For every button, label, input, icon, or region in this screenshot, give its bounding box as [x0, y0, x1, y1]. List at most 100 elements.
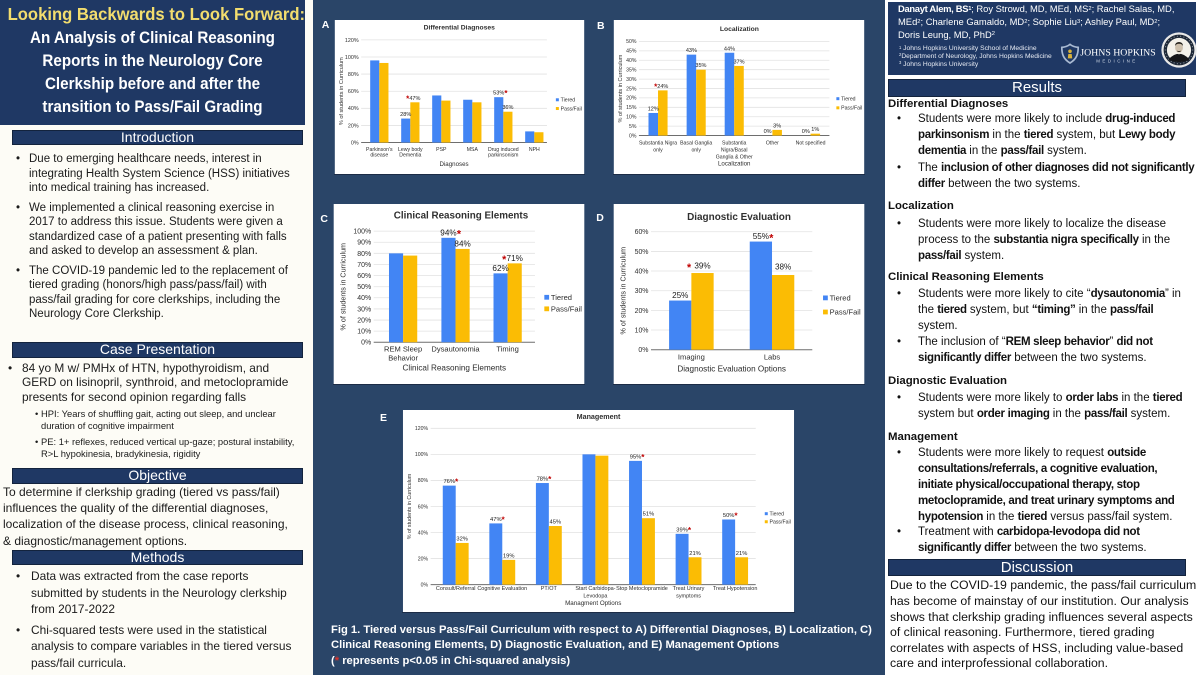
- svg-text:Tiered: Tiered: [841, 96, 856, 102]
- svg-text:disease: disease: [370, 153, 388, 159]
- svg-text:28%: 28%: [400, 112, 411, 118]
- svg-text:Tiered: Tiered: [770, 511, 785, 517]
- svg-text:Consult/Referral: Consult/Referral: [436, 586, 476, 592]
- svg-text:Diagnostic Evaluation: Diagnostic Evaluation: [687, 212, 791, 223]
- svg-text:50%: 50%: [723, 513, 735, 519]
- svg-text:40%: 40%: [348, 106, 359, 112]
- svg-text:% of students in Curriculum: % of students in Curriculum: [620, 247, 628, 335]
- svg-text:21%: 21%: [689, 551, 701, 557]
- svg-text:% of students in Curriculum: % of students in Curriculum: [340, 243, 348, 331]
- svg-text:55%: 55%: [753, 232, 769, 241]
- svg-text:70%: 70%: [357, 262, 371, 269]
- svg-text:10%: 10%: [357, 329, 371, 336]
- svg-text:Treat Urinary: Treat Urinary: [673, 586, 705, 592]
- svg-text:47%: 47%: [490, 517, 502, 523]
- svg-text:80%: 80%: [357, 251, 371, 258]
- svg-text:Clinical Reasoning Elements: Clinical Reasoning Elements: [394, 211, 529, 222]
- svg-text:Start Carbidopa-: Start Carbidopa-: [575, 586, 615, 592]
- svg-text:25%: 25%: [672, 291, 688, 300]
- svg-text:Ganglia & Other: Ganglia & Other: [716, 155, 753, 161]
- svg-text:Tiered: Tiered: [551, 293, 572, 302]
- svg-text:15%: 15%: [626, 105, 637, 111]
- svg-text:Dementia: Dementia: [399, 153, 421, 159]
- svg-text:0%: 0%: [638, 347, 648, 354]
- svg-text:40%: 40%: [418, 530, 429, 536]
- svg-text:Pass/Fail: Pass/Fail: [551, 304, 582, 313]
- svg-text:*: *: [455, 478, 459, 487]
- svg-text:50%: 50%: [357, 284, 371, 291]
- svg-text:80%: 80%: [348, 72, 359, 78]
- svg-text:*: *: [734, 512, 738, 521]
- svg-text:Drug induced: Drug induced: [488, 147, 519, 153]
- svg-text:*: *: [457, 229, 462, 241]
- svg-text:Behavior: Behavior: [388, 354, 418, 363]
- svg-text:% of students in Curriculum: % of students in Curriculum: [339, 57, 345, 125]
- svg-text:45%: 45%: [626, 49, 637, 55]
- svg-text:36%: 36%: [502, 105, 513, 111]
- svg-text:PT/OT: PT/OT: [541, 586, 558, 592]
- svg-text:PSP: PSP: [436, 147, 447, 153]
- svg-text:95%: 95%: [630, 454, 642, 460]
- svg-text:Substantia: Substantia: [722, 140, 746, 146]
- svg-text:100%: 100%: [415, 452, 429, 458]
- svg-text:12%: 12%: [648, 107, 659, 113]
- svg-text:45%: 45%: [550, 520, 562, 526]
- svg-text:*: *: [654, 82, 658, 91]
- svg-text:Diagnostic Evaluation Options: Diagnostic Evaluation Options: [677, 364, 786, 373]
- svg-text:Treat Hypotension: Treat Hypotension: [713, 586, 757, 592]
- svg-text:38%: 38%: [775, 263, 791, 272]
- svg-text:60%: 60%: [348, 89, 359, 95]
- svg-text:0%: 0%: [802, 129, 810, 135]
- svg-text:*: *: [688, 526, 692, 535]
- svg-text:30%: 30%: [635, 288, 649, 295]
- svg-text:Timing: Timing: [496, 344, 518, 353]
- svg-text:Labs: Labs: [764, 352, 781, 361]
- svg-text:10%: 10%: [626, 115, 637, 121]
- svg-text:Substantia Nigra: Substantia Nigra: [639, 140, 677, 146]
- svg-text:*: *: [406, 94, 410, 103]
- svg-text:Pass/Fail: Pass/Fail: [841, 106, 862, 112]
- svg-text:*: *: [548, 475, 552, 484]
- svg-text:40%: 40%: [626, 58, 637, 64]
- svg-text:60%: 60%: [635, 229, 649, 236]
- svg-text:only: only: [653, 148, 663, 154]
- svg-text:REM Sleep: REM Sleep: [384, 344, 422, 353]
- svg-text:32%: 32%: [456, 536, 468, 542]
- svg-text:Pass/Fail: Pass/Fail: [561, 106, 582, 112]
- svg-text:Basal Ganglia: Basal Ganglia: [680, 140, 712, 146]
- svg-text:5%: 5%: [629, 124, 637, 130]
- svg-text:Lewy body: Lewy body: [398, 147, 423, 153]
- svg-text:*: *: [687, 262, 692, 274]
- svg-text:Clinical Reasoning Elements: Clinical Reasoning Elements: [403, 364, 507, 373]
- svg-text:80%: 80%: [418, 478, 429, 484]
- svg-text:90%: 90%: [357, 240, 371, 247]
- svg-text:parkinsonism: parkinsonism: [488, 153, 518, 159]
- svg-text:symptoms: symptoms: [676, 593, 701, 599]
- svg-text:0%: 0%: [764, 129, 772, 135]
- svg-text:% of students in Curriculum: % of students in Curriculum: [618, 54, 624, 122]
- svg-text:35%: 35%: [626, 67, 637, 73]
- svg-text:Differential Diagnoses: Differential Diagnoses: [424, 24, 496, 31]
- svg-text:*: *: [502, 516, 506, 525]
- svg-text:Cognitive Evaluation: Cognitive Evaluation: [477, 586, 527, 592]
- svg-text:0%: 0%: [361, 340, 371, 347]
- svg-text:JOHNS HOPKINS: JOHNS HOPKINS: [1080, 48, 1155, 59]
- svg-text:Imaging: Imaging: [678, 352, 705, 361]
- svg-text:44%: 44%: [724, 46, 735, 52]
- svg-text:Stop Metoclopramide: Stop Metoclopramide: [616, 586, 668, 592]
- svg-text:0%: 0%: [351, 140, 359, 146]
- svg-text:47%: 47%: [409, 96, 420, 102]
- svg-text:Tiered: Tiered: [561, 98, 576, 104]
- svg-text:20%: 20%: [635, 308, 649, 315]
- svg-text:Dysautonomia: Dysautonomia: [431, 344, 480, 353]
- svg-text:Localization: Localization: [718, 161, 751, 168]
- svg-text:40%: 40%: [635, 269, 649, 276]
- svg-text:Localization: Localization: [720, 26, 759, 33]
- svg-text:*: *: [502, 254, 507, 266]
- svg-text:78%: 78%: [537, 477, 549, 483]
- svg-text:100%: 100%: [353, 229, 371, 236]
- svg-text:Not specified: Not specified: [796, 140, 826, 146]
- svg-text:39%: 39%: [676, 527, 688, 533]
- svg-text:Managment Options: Managment Options: [565, 600, 621, 607]
- svg-text:Tiered: Tiered: [830, 293, 851, 302]
